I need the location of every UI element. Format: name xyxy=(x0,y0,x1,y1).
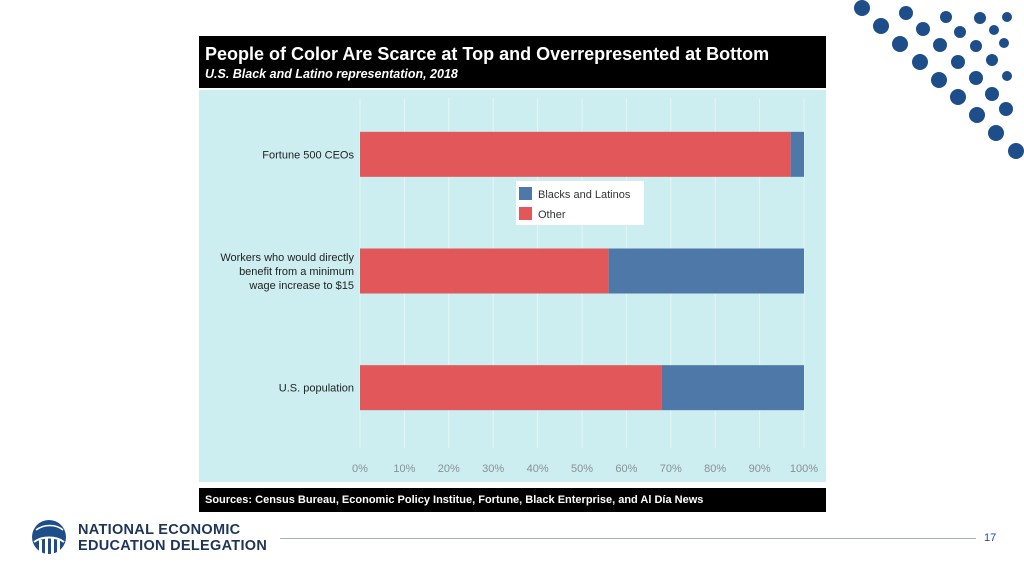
decorative-dot xyxy=(969,71,983,85)
legend-swatch-other xyxy=(519,207,532,220)
organization-logo: NATIONAL ECONOMIC EDUCATION DELEGATION xyxy=(30,518,270,558)
legend-box xyxy=(516,181,644,225)
sources-note: Sources: Census Bureau, Economic Policy … xyxy=(199,488,826,512)
bar-blacks-latinos xyxy=(790,131,804,177)
decorative-dot xyxy=(916,22,930,36)
decorative-dot xyxy=(1002,71,1012,81)
decorative-dot xyxy=(970,40,982,52)
globe-icon xyxy=(32,520,66,554)
x-tick-label: 100% xyxy=(790,463,818,475)
x-tick-label: 70% xyxy=(660,463,682,475)
x-tick-label: 0% xyxy=(352,463,368,475)
category-label: Fortune 500 CEOs xyxy=(262,149,354,161)
decorative-dot xyxy=(854,0,870,16)
decorative-dot xyxy=(950,89,966,105)
decorative-dot xyxy=(999,38,1009,48)
decorative-dot xyxy=(954,26,966,38)
decorative-dot xyxy=(931,72,947,88)
decorative-dot xyxy=(974,12,986,24)
decorative-dot xyxy=(873,18,889,34)
footer-divider xyxy=(280,538,976,539)
decorative-dot xyxy=(912,54,928,70)
legend-label: Other xyxy=(538,209,566,221)
decorative-dot xyxy=(988,125,1004,141)
category-label: U.S. population xyxy=(279,383,354,395)
bar-other xyxy=(360,131,791,177)
x-tick-label: 30% xyxy=(482,463,504,475)
bar-blacks-latinos xyxy=(661,365,804,411)
x-tick-label: 10% xyxy=(393,463,415,475)
logo-line-1: NATIONAL ECONOMIC xyxy=(78,522,241,538)
decorative-dot xyxy=(892,36,908,52)
decorative-dot xyxy=(940,11,952,23)
decorative-dot xyxy=(1002,12,1012,22)
bar-blacks-latinos xyxy=(608,248,804,294)
chart-title-bar: People of Color Are Scarce at Top and Ov… xyxy=(199,36,826,88)
decorative-dot xyxy=(985,87,999,101)
decorative-dot xyxy=(899,6,913,20)
logo-line-2: EDUCATION DELEGATION xyxy=(78,538,268,554)
decorative-dot xyxy=(969,107,985,123)
decorative-dot xyxy=(951,55,965,69)
decorative-dot xyxy=(989,25,999,35)
x-tick-label: 60% xyxy=(615,463,637,475)
decorative-dot xyxy=(986,54,998,66)
decorative-dot xyxy=(933,38,947,52)
category-label: Workers who would directly benefit from a… xyxy=(220,252,354,292)
x-tick-label: 40% xyxy=(527,463,549,475)
chart-panel: 0% 10% 20% 30% 40% 50% 60% 70% 80% 90% 100% Fortune… xyxy=(199,90,826,482)
decorative-dot xyxy=(1008,143,1024,159)
bar-other xyxy=(360,248,609,294)
chart-title: People of Color Are Scarce at Top and Ov… xyxy=(205,44,770,64)
legend-label: Blacks and Latinos xyxy=(538,189,631,201)
decorative-dot-pattern xyxy=(854,0,1024,159)
stacked-bar-chart: 0% 10% 20% 30% 40% 50% 60% 70% 80% 90% 100% Fortune… xyxy=(220,98,818,475)
chart-subtitle: U.S. Black and Latino representation, 20… xyxy=(205,67,458,81)
x-tick-label: 20% xyxy=(438,463,460,475)
x-tick-label: 80% xyxy=(704,463,726,475)
bar-other xyxy=(360,365,662,411)
x-tick-label: 50% xyxy=(571,463,593,475)
decorative-dot xyxy=(999,102,1013,116)
x-tick-label: 90% xyxy=(749,463,771,475)
legend-swatch-blacks-latinos xyxy=(519,187,532,200)
page-number: 17 xyxy=(984,532,997,544)
